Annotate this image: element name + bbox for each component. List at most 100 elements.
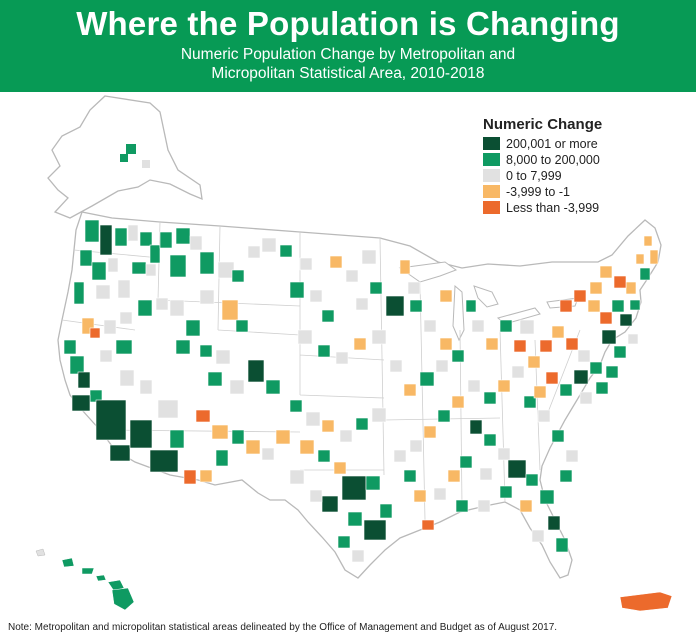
statistical-area xyxy=(439,289,453,303)
statistical-area xyxy=(589,361,603,375)
legend-swatch xyxy=(483,169,500,182)
statistical-area xyxy=(639,267,651,281)
statistical-area xyxy=(337,535,351,549)
statistical-area xyxy=(275,429,291,445)
statistical-area xyxy=(114,227,128,247)
statistical-area xyxy=(199,344,213,358)
statistical-area xyxy=(537,409,551,423)
statistical-area xyxy=(145,263,157,277)
statistical-area xyxy=(363,519,387,541)
statistical-area xyxy=(643,235,653,247)
statistical-area xyxy=(551,429,565,443)
statistical-area xyxy=(221,299,239,321)
legend-swatch xyxy=(483,137,500,150)
statistical-area xyxy=(545,371,559,385)
statistical-area xyxy=(573,369,589,385)
statistical-area xyxy=(455,499,469,513)
statistical-area xyxy=(579,391,593,405)
statistical-area xyxy=(451,395,465,409)
statistical-area-alaska xyxy=(142,160,150,168)
statistical-area xyxy=(519,499,533,513)
statistical-area xyxy=(361,249,377,265)
statistical-area xyxy=(605,365,619,379)
statistical-area xyxy=(599,265,613,279)
statistical-area xyxy=(103,319,117,335)
statistical-area xyxy=(245,439,261,455)
statistical-area xyxy=(231,429,245,445)
statistical-area xyxy=(91,261,107,281)
statistical-area xyxy=(189,235,203,251)
statistical-area xyxy=(169,299,185,317)
statistical-area xyxy=(175,227,191,245)
statistical-area xyxy=(353,337,367,351)
us-map xyxy=(0,92,696,617)
statistical-area xyxy=(627,333,639,345)
statistical-area xyxy=(351,549,365,563)
statistical-area xyxy=(235,319,249,333)
statistical-area xyxy=(573,289,587,303)
statistical-area xyxy=(419,371,435,387)
statistical-area xyxy=(599,311,613,325)
statistical-area xyxy=(533,385,547,399)
statistical-area-alaska xyxy=(126,144,136,154)
statistical-area xyxy=(527,355,541,369)
statistical-area xyxy=(159,231,173,249)
statistical-area xyxy=(119,311,133,325)
map-svg xyxy=(35,95,673,612)
statistical-area xyxy=(613,275,627,289)
statistical-area xyxy=(539,489,555,505)
statistical-area xyxy=(565,337,579,351)
statistical-area xyxy=(317,449,331,463)
statistical-area xyxy=(115,339,133,355)
statistical-area xyxy=(297,329,313,345)
statistical-area xyxy=(279,244,293,258)
statistical-area xyxy=(465,299,477,313)
legend-label: 8,000 to 200,000 xyxy=(506,152,600,167)
statistical-area xyxy=(321,309,335,323)
statistical-area xyxy=(333,461,347,475)
statistical-area xyxy=(317,344,331,358)
statistical-area xyxy=(355,417,369,431)
statistical-area xyxy=(183,469,197,485)
statistical-area xyxy=(69,355,85,375)
statistical-area xyxy=(459,455,473,469)
statistical-area xyxy=(321,419,335,433)
statistical-area xyxy=(335,351,349,365)
statistical-area xyxy=(469,419,483,435)
statistical-area xyxy=(399,259,411,275)
statistical-area xyxy=(261,447,275,461)
statistical-area xyxy=(649,249,659,265)
statistical-area xyxy=(559,383,573,397)
statistical-area xyxy=(289,399,303,413)
statistical-area xyxy=(629,299,641,311)
statistical-area xyxy=(589,281,603,295)
statistical-area xyxy=(409,299,423,313)
legend-label: -3,999 to -1 xyxy=(506,184,570,199)
header-banner: Where the Population is Changing Numeric… xyxy=(0,0,696,92)
statistical-area xyxy=(385,295,405,317)
statistical-area xyxy=(507,459,527,479)
statistical-area xyxy=(577,349,591,363)
statistical-area xyxy=(499,485,513,499)
statistical-area xyxy=(261,237,277,253)
statistical-area xyxy=(305,411,321,427)
statistical-area xyxy=(555,537,569,553)
statistical-area xyxy=(447,469,461,483)
statistical-area xyxy=(119,369,135,387)
statistical-area xyxy=(129,419,153,449)
statistical-area xyxy=(437,409,451,423)
statistical-area xyxy=(215,349,231,365)
statistical-area xyxy=(559,299,573,313)
statistical-area xyxy=(63,339,77,355)
statistical-area xyxy=(89,327,101,339)
statistical-area xyxy=(329,255,343,269)
statistical-area xyxy=(211,424,229,440)
footnote: Note: Metropolitan and micropolitan stat… xyxy=(8,622,558,633)
statistical-area xyxy=(483,391,497,405)
statistical-area xyxy=(95,399,127,441)
legend: Numeric Change 200,001 or more 8,000 to … xyxy=(483,116,653,216)
statistical-area xyxy=(199,469,213,483)
statistical-area xyxy=(217,261,235,279)
statistical-area xyxy=(613,345,627,359)
statistical-area xyxy=(185,319,201,337)
